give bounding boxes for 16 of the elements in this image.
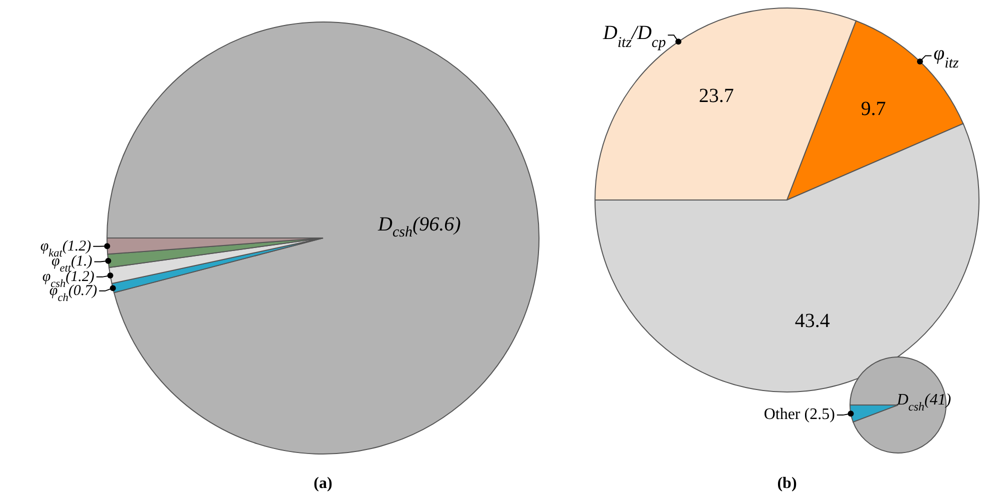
- slice-label: D$_{itz}$/D$_{cp}$: [602, 22, 666, 52]
- slice-label: φ$_{itz}$: [934, 42, 959, 72]
- slice-label: Other (2.5): [764, 406, 835, 424]
- text: (a): [314, 475, 332, 492]
- data-label: (1.2): [62, 238, 92, 254]
- data-label: (41): [924, 390, 952, 408]
- data-label: (0.7): [68, 282, 98, 299]
- data-label: 9.7: [860, 98, 886, 120]
- pie-slice: [106, 22, 540, 454]
- text: (b): [777, 475, 797, 492]
- data-label: 43.4: [794, 310, 830, 332]
- data-label: (1.): [71, 254, 92, 270]
- slice-label: D$_{csh}$: [896, 390, 924, 414]
- data-label: (96.6): [412, 213, 462, 236]
- data-label: 23.7: [698, 84, 734, 107]
- slice-label: D$_{csh}$: [377, 213, 412, 242]
